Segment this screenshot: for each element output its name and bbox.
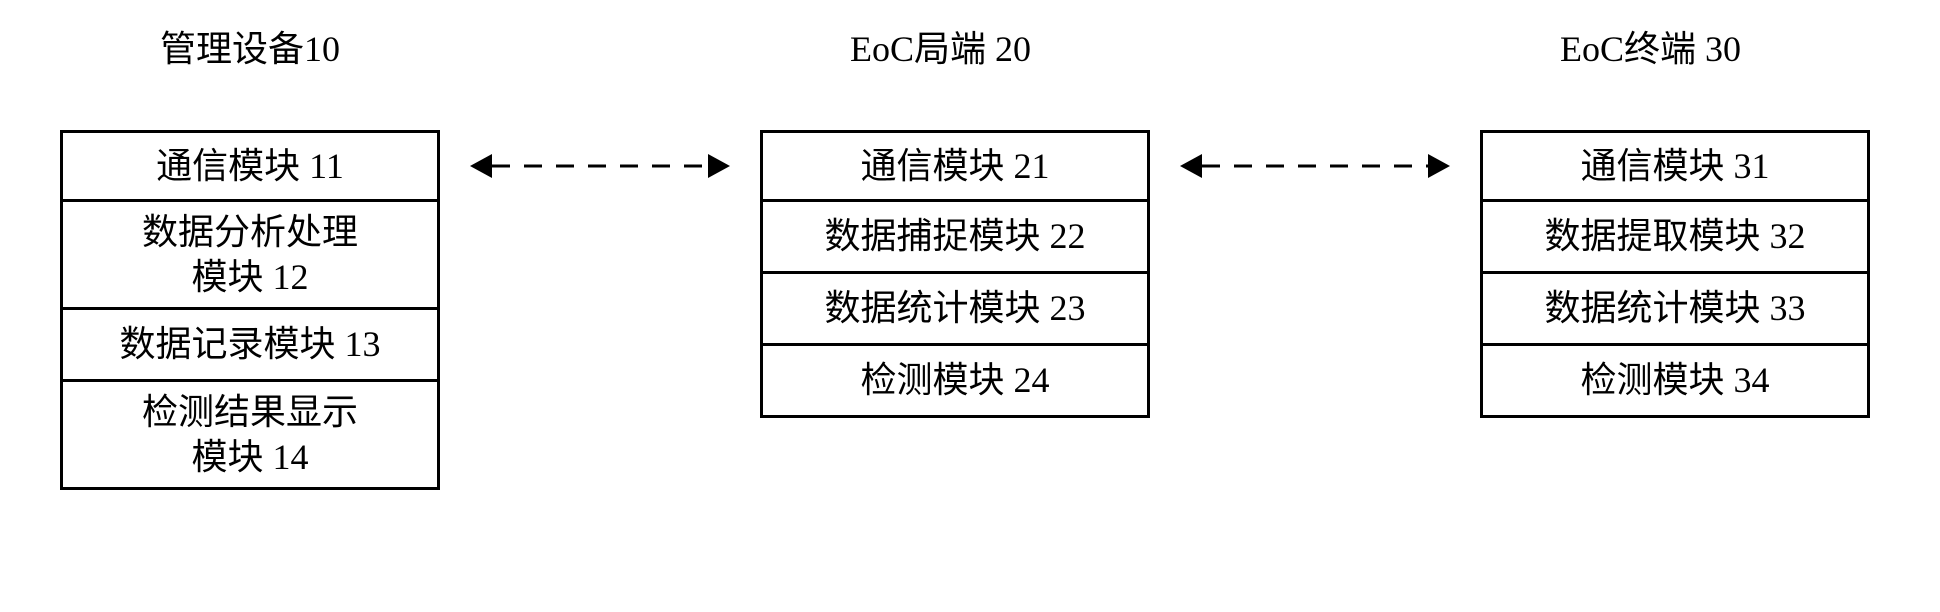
arrow-head-term	[1150, 136, 1480, 196]
title-eoc-term: EoC终端 30	[1560, 20, 1741, 72]
mgmt-row-1: 数据分析处理模块 12	[60, 202, 440, 310]
arrow-mgmt-head	[440, 136, 760, 196]
head-row-2: 数据统计模块 23	[760, 274, 1150, 346]
term-row-2: 数据统计模块 33	[1480, 274, 1870, 346]
block-term: 通信模块 31 数据提取模块 32 数据统计模块 33 检测模块 34	[1480, 130, 1870, 418]
term-row-3: 检测模块 34	[1480, 346, 1870, 418]
head-row-0: 通信模块 21	[760, 130, 1150, 202]
title-eoc-head: EoC局端 20	[850, 20, 1031, 72]
block-mgmt: 通信模块 11 数据分析处理模块 12 数据记录模块 13 检测结果显示模块 1…	[60, 130, 440, 490]
mgmt-row-3: 检测结果显示模块 14	[60, 382, 440, 490]
block-head: 通信模块 21 数据捕捉模块 22 数据统计模块 23 检测模块 24	[760, 130, 1150, 418]
head-row-1: 数据捕捉模块 22	[760, 202, 1150, 274]
mgmt-row-2: 数据记录模块 13	[60, 310, 440, 382]
head-row-3: 检测模块 24	[760, 346, 1150, 418]
term-row-1: 数据提取模块 32	[1480, 202, 1870, 274]
title-mgmt: 管理设备10	[160, 20, 340, 72]
mgmt-row-0: 通信模块 11	[60, 130, 440, 202]
term-row-0: 通信模块 31	[1480, 130, 1870, 202]
